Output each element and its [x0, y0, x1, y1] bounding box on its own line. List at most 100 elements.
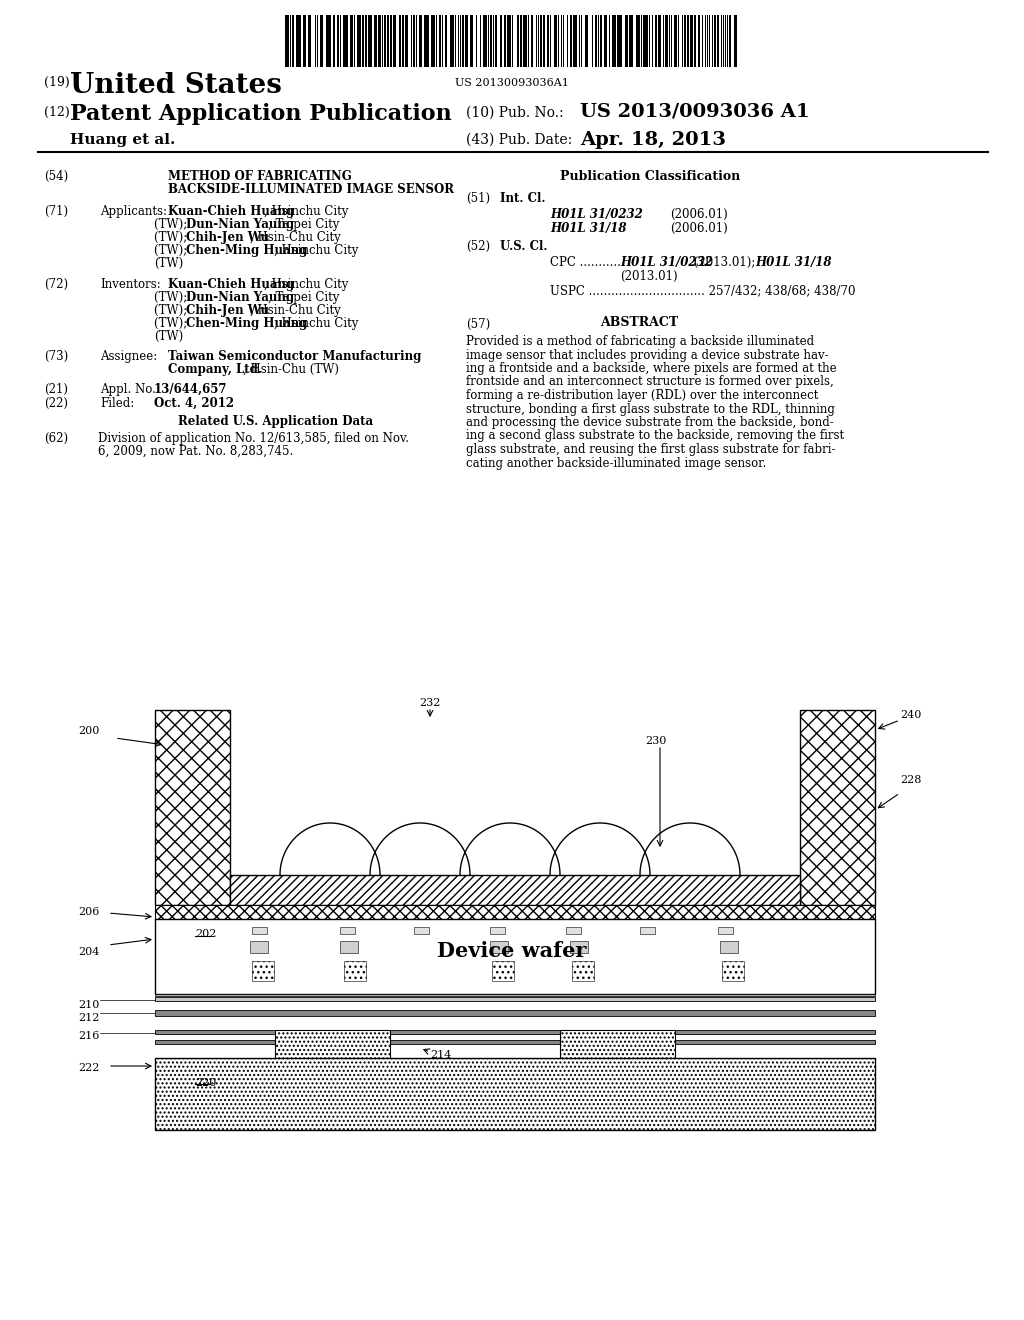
Bar — [490, 15, 492, 67]
Bar — [655, 15, 657, 67]
Bar — [296, 15, 301, 67]
Bar — [570, 15, 572, 67]
Bar — [490, 927, 505, 935]
Text: (12): (12) — [44, 106, 70, 119]
Text: ing a frontside and a backside, where pixels are formed at the: ing a frontside and a backside, where pi… — [466, 362, 837, 375]
Text: (51): (51) — [466, 191, 490, 205]
Bar — [252, 927, 267, 935]
Bar — [500, 15, 502, 67]
Text: 232: 232 — [419, 698, 440, 708]
Text: forming a re-distribution layer (RDL) over the interconnect: forming a re-distribution layer (RDL) ov… — [466, 389, 818, 403]
Bar — [690, 15, 693, 67]
Bar — [625, 15, 628, 67]
Bar — [483, 15, 487, 67]
Bar — [319, 15, 323, 67]
Text: 220: 220 — [195, 1078, 216, 1088]
Bar — [643, 15, 648, 67]
Bar — [155, 906, 874, 919]
Bar — [402, 15, 404, 67]
Bar — [340, 941, 358, 953]
Text: (71): (71) — [44, 205, 69, 218]
Text: 228: 228 — [900, 775, 922, 785]
Bar — [465, 15, 468, 67]
Text: (TW);: (TW); — [154, 317, 191, 330]
Text: 214: 214 — [430, 1049, 452, 1060]
Text: (57): (57) — [466, 318, 490, 331]
Text: ing a second glass substrate to the backside, removing the first: ing a second glass substrate to the back… — [466, 429, 844, 442]
Bar — [275, 1030, 390, 1068]
Bar — [155, 994, 874, 997]
Text: Kuan-Chieh Huang: Kuan-Chieh Huang — [168, 279, 294, 290]
Bar — [595, 15, 597, 67]
Bar — [365, 15, 367, 67]
Text: (2013.01): (2013.01) — [620, 271, 678, 282]
Bar — [722, 961, 744, 981]
Bar — [554, 15, 557, 67]
Bar — [292, 15, 294, 67]
Text: (TW);: (TW); — [154, 231, 191, 244]
Text: United States: United States — [70, 73, 282, 99]
Bar — [617, 15, 622, 67]
Text: 206: 206 — [79, 907, 100, 917]
Text: Dun-Nian Yaung: Dun-Nian Yaung — [186, 290, 294, 304]
Text: (52): (52) — [466, 240, 490, 253]
Text: (21): (21) — [44, 383, 68, 396]
Text: , Hsinchu City: , Hsinchu City — [274, 244, 358, 257]
Text: Device wafer: Device wafer — [437, 941, 587, 961]
Bar — [495, 15, 497, 67]
Text: image sensor that includes providing a device substrate hav-: image sensor that includes providing a d… — [466, 348, 828, 362]
Bar — [333, 15, 335, 67]
Bar — [406, 15, 408, 67]
Bar — [612, 15, 616, 67]
Text: H01L 31/0232: H01L 31/0232 — [620, 256, 713, 269]
Text: US 20130093036A1: US 20130093036A1 — [455, 78, 569, 88]
Bar — [250, 941, 268, 953]
Bar — [285, 15, 289, 67]
Text: (TW);: (TW); — [154, 218, 191, 231]
Text: 222: 222 — [79, 1063, 100, 1073]
Text: 13/644,657: 13/644,657 — [154, 383, 227, 396]
Text: (62): (62) — [44, 432, 69, 445]
Text: H01L 31/18: H01L 31/18 — [550, 222, 627, 235]
Text: Assignee:: Assignee: — [100, 350, 158, 363]
Text: (2006.01): (2006.01) — [670, 222, 728, 235]
Text: US 2013/0093036 A1: US 2013/0093036 A1 — [580, 103, 810, 121]
Text: , Hsin-Chu City: , Hsin-Chu City — [250, 231, 341, 244]
Bar — [600, 15, 602, 67]
Text: H01L 31/18: H01L 31/18 — [755, 256, 831, 269]
Text: (2006.01): (2006.01) — [670, 209, 728, 220]
Text: METHOD OF FABRICATING: METHOD OF FABRICATING — [168, 170, 352, 183]
Bar — [604, 15, 607, 67]
Bar — [665, 15, 668, 67]
Bar — [343, 15, 348, 67]
Text: 210: 210 — [79, 1001, 100, 1010]
Text: glass substrate, and reusing the first glass substrate for fabri-: glass substrate, and reusing the first g… — [466, 444, 836, 455]
Text: ABSTRACT: ABSTRACT — [600, 315, 678, 329]
Bar — [450, 15, 454, 67]
Text: 216: 216 — [79, 1031, 100, 1041]
Text: USPC ............................... 257/432; 438/68; 438/70: USPC ............................... 257… — [550, 284, 855, 297]
Bar — [720, 941, 738, 953]
Text: Inventors:: Inventors: — [100, 279, 161, 290]
Text: , Hsin-Chu (TW): , Hsin-Chu (TW) — [243, 363, 339, 376]
Bar — [572, 961, 594, 981]
Bar — [585, 15, 588, 67]
Text: Int. Cl.: Int. Cl. — [500, 191, 546, 205]
Text: 202: 202 — [195, 929, 216, 939]
Text: Apr. 18, 2013: Apr. 18, 2013 — [580, 131, 726, 149]
Text: Chih-Jen Wu: Chih-Jen Wu — [186, 231, 269, 244]
Bar — [357, 15, 361, 67]
Bar — [439, 15, 441, 67]
Bar — [517, 15, 519, 67]
Bar — [340, 927, 355, 935]
Bar — [155, 1030, 874, 1034]
Bar — [543, 15, 545, 67]
Bar — [492, 961, 514, 981]
Text: Dun-Nian Yaung: Dun-Nian Yaung — [186, 218, 294, 231]
Text: Related U.S. Application Data: Related U.S. Application Data — [178, 414, 373, 428]
Text: structure, bonding a first glass substrate to the RDL, thinning: structure, bonding a first glass substra… — [466, 403, 835, 416]
Text: (10) Pub. No.:: (10) Pub. No.: — [466, 106, 563, 120]
Text: , Hsinchu City: , Hsinchu City — [264, 205, 348, 218]
Bar — [424, 15, 429, 67]
Text: Company, Ltd.: Company, Ltd. — [168, 363, 262, 376]
